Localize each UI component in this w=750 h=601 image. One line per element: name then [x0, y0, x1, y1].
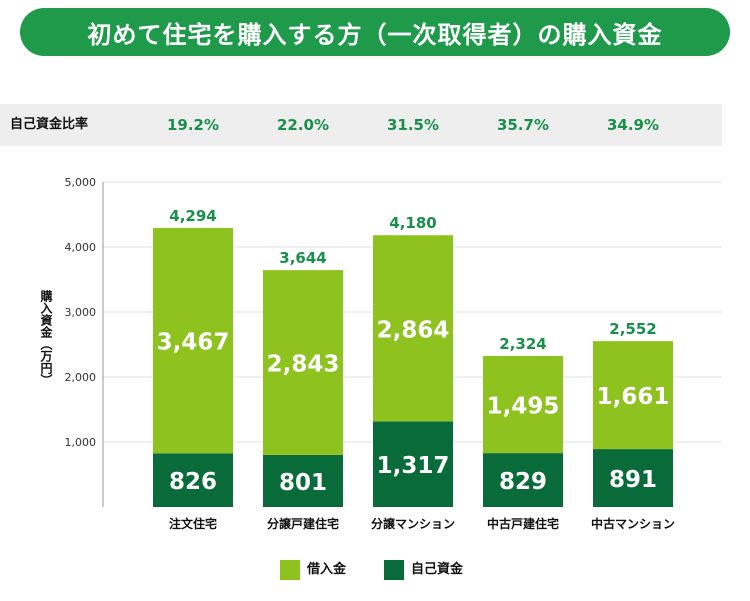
data-label-loan: 1,495	[487, 394, 560, 420]
bar-loan	[373, 235, 453, 422]
self-fund-ratio-row: 自己資金比率 19.2% 22.0% 31.5% 35.7% 34.9%	[0, 104, 722, 146]
y-tick-label: 3,000	[65, 306, 97, 319]
bar-loan	[483, 355, 563, 454]
bar-self-fund	[593, 449, 673, 507]
bar-loan	[153, 227, 233, 454]
data-label-self-fund: 826	[169, 469, 217, 495]
bar-loan	[593, 341, 673, 450]
ratio-value: 31.5%	[386, 116, 440, 134]
data-label-total: 2,552	[609, 320, 656, 338]
data-label-self-fund: 801	[279, 470, 327, 496]
y-tick-label: 5,000	[65, 176, 97, 189]
legend-swatch-loan	[280, 560, 300, 580]
legend-swatch-self-fund	[384, 560, 404, 580]
data-label-total: 4,294	[169, 207, 216, 225]
ratio-value: 22.0%	[276, 116, 330, 134]
legend-label-loan: 借入金	[307, 562, 347, 577]
y-tick-label: 2,000	[65, 371, 97, 384]
ratio-value: 19.2%	[166, 116, 220, 134]
bar-self-fund	[153, 453, 233, 507]
data-label-total: 2,324	[499, 335, 546, 353]
y-tick-label: 4,000	[65, 241, 97, 254]
legend-label-self-fund: 自己資金	[411, 562, 464, 577]
bar-loan	[263, 270, 343, 455]
ratio-value: 34.9%	[606, 116, 660, 134]
data-label-loan: 2,843	[267, 352, 340, 378]
x-tick-label: 注文住宅	[169, 516, 217, 531]
x-tick-label: 分譲戸建住宅	[267, 516, 339, 531]
data-label-self-fund: 829	[499, 469, 547, 495]
data-label-self-fund: 891	[609, 467, 657, 493]
bar-self-fund	[263, 454, 343, 507]
chart-title: 初めて住宅を購入する方（一次取得者）の購入資金	[87, 20, 663, 49]
data-label-loan: 2,864	[377, 317, 450, 343]
chart-title-banner: 初めて住宅を購入する方（一次取得者）の購入資金	[20, 8, 730, 56]
self-fund-ratio-label: 自己資金比率	[10, 117, 89, 132]
y-axis-label: 購入資金（万円）	[39, 289, 53, 386]
y-tick-label: 1,000	[65, 436, 97, 449]
data-label-total: 3,644	[279, 249, 326, 267]
data-label-self-fund: 1,317	[377, 453, 450, 479]
x-tick-label: 分譲マンション	[371, 516, 455, 531]
data-label-total: 4,180	[389, 214, 436, 232]
data-label-loan: 1,661	[597, 384, 670, 410]
x-tick-label: 中古マンション	[591, 516, 675, 531]
ratio-value: 35.7%	[496, 116, 550, 134]
bar-self-fund	[373, 421, 453, 507]
x-tick-label: 中古戸建住宅	[487, 516, 559, 531]
data-label-loan: 3,467	[157, 330, 230, 356]
bar-self-fund	[483, 453, 563, 507]
